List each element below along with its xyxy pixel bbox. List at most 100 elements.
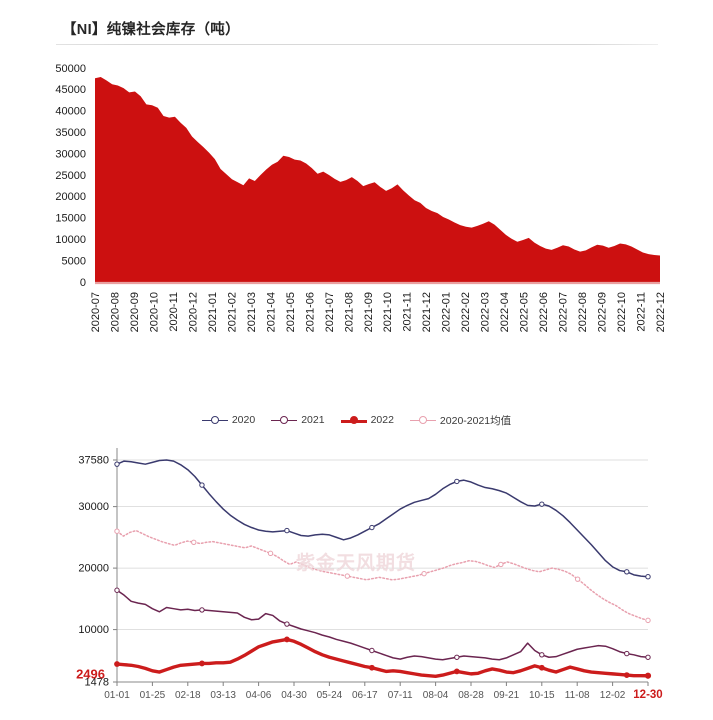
chart2-series-marker xyxy=(624,650,630,657)
legend-marker-icon xyxy=(271,414,298,426)
chart2-xtick-label: 01-01 xyxy=(104,690,130,701)
chart1-xtick-label: 2021-02 xyxy=(226,292,238,332)
chart2-series-2020-2021 xyxy=(116,529,649,622)
chart2-series-marker xyxy=(539,501,545,507)
chart2-series-marker xyxy=(199,482,205,488)
legend-item-2022[interactable]: 2022 xyxy=(340,414,394,426)
chart2-ytick-label: 10000 xyxy=(78,624,109,636)
chart2-current-value-annotation: 2496 xyxy=(76,667,105,682)
legend-label: 2020 xyxy=(231,414,256,426)
chart2-series-2021 xyxy=(116,589,649,661)
chart1-ytick-label: 30000 xyxy=(55,148,86,160)
chart1-xtick-label: 2022-01 xyxy=(441,292,453,332)
chart1-ytick-label: 40000 xyxy=(55,106,86,118)
chart2-series-marker xyxy=(454,478,460,485)
chart2-xtick-label: 04-06 xyxy=(246,690,272,701)
chart1-xtick-label: 2021-03 xyxy=(246,292,258,332)
chart2-ytick-label: 30000 xyxy=(78,501,109,513)
chart1-ytick-label: 35000 xyxy=(55,127,86,139)
chart1-xtick-label: 2022-04 xyxy=(499,292,511,332)
chart2-ytick-label: 37580 xyxy=(78,455,109,467)
chart1-xtick-label: 2021-11 xyxy=(402,292,414,332)
chart2-xtick-label: 10-15 xyxy=(529,690,555,701)
chart2-series-2020 xyxy=(116,459,649,578)
legend-label: 2021 xyxy=(301,414,325,426)
chart2-series-marker xyxy=(199,660,205,667)
chart1-xtick-label: 2021-01 xyxy=(207,292,219,332)
chart2-xtick-label: 11-08 xyxy=(565,690,590,701)
legend-item-2020[interactable]: 2020 xyxy=(201,414,256,426)
chart2-xtick-label: 02-18 xyxy=(175,690,201,701)
chart1-xtick-label: 2022-10 xyxy=(616,292,628,332)
chart1-xtick-label: 2021-05 xyxy=(285,292,297,332)
legend-label: 2020-2021均值 xyxy=(439,414,512,427)
legend-item-2021[interactable]: 2021 xyxy=(271,414,325,426)
chart2-xtick-label: 08-28 xyxy=(458,690,484,701)
chart2-series-marker xyxy=(284,527,290,534)
chart1-xtick-label: 2021-10 xyxy=(382,292,394,332)
legend-marker-icon xyxy=(201,414,228,426)
chart2-series-marker xyxy=(191,539,197,545)
chart2-xtick-label: 04-30 xyxy=(281,690,307,701)
chart1-xtick-label: 2022-02 xyxy=(460,292,472,332)
chart2-series-marker xyxy=(574,576,581,582)
chart1-ytick-label: 10000 xyxy=(55,234,86,246)
chart2-series-marker xyxy=(538,664,545,671)
chart2-series-marker xyxy=(454,654,460,660)
legend-marker-icon xyxy=(340,414,367,426)
chart2-series-marker xyxy=(368,664,375,671)
chart1-xtick-label: 2020-09 xyxy=(129,292,141,332)
chart2-series-endpoint xyxy=(644,672,652,679)
chart1-xtick-label: 2020-08 xyxy=(110,292,122,332)
chart2-series-marker xyxy=(624,569,630,575)
legend-item-2020-2021[interactable]: 2020-2021均值 xyxy=(409,413,512,428)
chart2-xtick-label: 01-25 xyxy=(140,690,166,701)
chart2-xtick-label: 12-30 xyxy=(633,689,662,701)
chart2-series-marker xyxy=(114,661,120,667)
chart2-series-marker xyxy=(498,561,504,568)
chart1-xtick-label: 2022-09 xyxy=(597,292,609,332)
chart1-xtick-label: 2021-07 xyxy=(324,292,336,332)
chart1-xtick-label: 2020-07 xyxy=(90,292,102,332)
chart1-xtick-label: 2020-10 xyxy=(148,292,160,332)
chart1-xtick-label: 2020-11 xyxy=(168,292,180,332)
legend-label: 2022 xyxy=(370,414,394,426)
chart1-xtick-label: 2022-03 xyxy=(480,292,492,332)
chart2-series-endpoint xyxy=(645,654,651,660)
legend-marker-icon xyxy=(409,414,436,426)
chart1-ytick-label: 25000 xyxy=(55,170,86,182)
chart2-series-marker xyxy=(623,672,630,679)
chart2-xtick-label: 03-13 xyxy=(210,690,236,701)
chart1-ytick-label: 0 xyxy=(80,277,86,289)
chart2-series-marker xyxy=(421,570,427,577)
chart1-xtick-label: 2021-12 xyxy=(421,292,433,332)
chart1-ytick-label: 45000 xyxy=(55,84,86,96)
chart2-series-endpoint xyxy=(645,617,651,624)
chart1-xtick-label: 2022-05 xyxy=(519,292,531,332)
chart2-series-marker xyxy=(114,587,120,593)
chart1-area-fill xyxy=(95,76,660,283)
chart2-ytick-label: 20000 xyxy=(78,563,109,575)
chart2-series-marker xyxy=(267,550,274,557)
chart2-xtick-label: 06-17 xyxy=(352,690,378,701)
chart2-legend: 2020 2021 2022 2020-2021均值 xyxy=(0,410,713,430)
chart1-ytick-label: 15000 xyxy=(55,213,86,225)
chart2-xtick-label: 07-11 xyxy=(388,690,413,701)
chart2-series-marker xyxy=(344,573,351,579)
chart1-ytick-label: 5000 xyxy=(62,255,86,267)
chart2-line-plot: 1478 10000 20000 30000 37580 01-01 01-25 02-18 0… xyxy=(76,448,663,701)
chart2-series-marker xyxy=(369,524,375,531)
chart2-series-marker xyxy=(539,652,545,658)
chart1-xtick-label: 2021-09 xyxy=(363,292,375,332)
chart1-xtick-label: 2021-06 xyxy=(304,292,316,332)
chart2-xtick-label: 12-02 xyxy=(600,690,626,701)
chart2-xtick-label: 09-21 xyxy=(494,690,520,701)
chart1-title: 【NI】纯镍社会库存（吨） xyxy=(62,22,240,38)
chart2-series-marker xyxy=(369,647,375,654)
chart1-xtick-label: 2022-11 xyxy=(636,292,648,332)
chart2-xtick-label: 08-04 xyxy=(423,690,449,701)
chart1-ytick-label: 50000 xyxy=(55,63,86,75)
chart1-xtick-label: 2022-08 xyxy=(577,292,589,332)
chart2-series-marker xyxy=(199,607,205,613)
